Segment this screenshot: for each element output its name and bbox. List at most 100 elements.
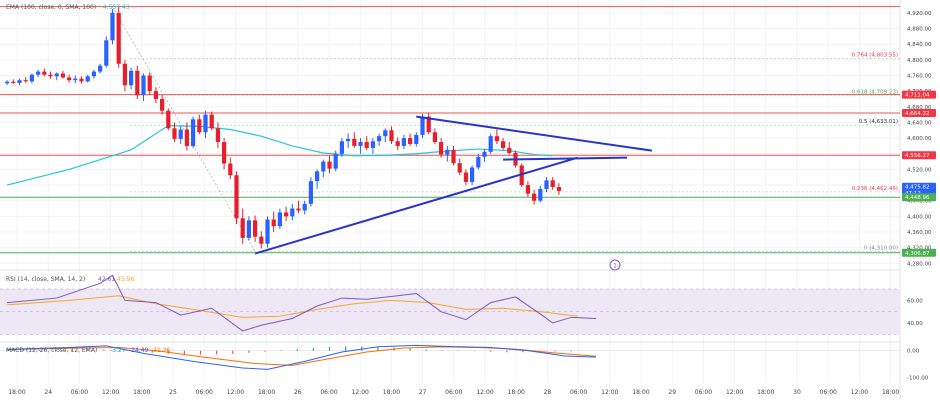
candle[interactable] bbox=[476, 153, 481, 170]
candle[interactable] bbox=[36, 69, 41, 78]
candle[interactable] bbox=[98, 63, 103, 74]
candle[interactable] bbox=[48, 71, 53, 79]
candle[interactable] bbox=[339, 138, 344, 157]
candle[interactable] bbox=[550, 177, 555, 190]
candle[interactable] bbox=[296, 200, 301, 214]
macd-line[interactable] bbox=[7, 344, 597, 370]
candle[interactable] bbox=[11, 79, 16, 85]
candle[interactable] bbox=[178, 126, 183, 144]
candle[interactable] bbox=[507, 142, 512, 155]
price-axis[interactable]: 4,280.00 4,320.00 4,360.00 4,400.00 4,440.00… bbox=[902, 11, 936, 381]
candle[interactable] bbox=[265, 216, 270, 248]
candle[interactable] bbox=[352, 132, 357, 148]
time-axis[interactable]: 18:00 24 06:00 12:00 18:00 25 06:00 12:00 18:00 2… bbox=[8, 389, 899, 396]
trendline[interactable] bbox=[503, 156, 628, 161]
candle[interactable] bbox=[432, 128, 437, 144]
candle[interactable] bbox=[358, 138, 363, 154]
candle[interactable] bbox=[470, 165, 475, 186]
candle[interactable] bbox=[457, 158, 462, 176]
candle[interactable] bbox=[110, 8, 115, 45]
candle[interactable] bbox=[135, 65, 140, 99]
candle[interactable] bbox=[172, 122, 177, 143]
candle[interactable] bbox=[389, 126, 394, 144]
candle[interactable] bbox=[116, 7, 121, 68]
ema-legend[interactable]: EMA (100, close, 0, SMA, 100) 4,557.43 bbox=[6, 4, 130, 11]
candle[interactable] bbox=[327, 155, 332, 174]
candle[interactable] bbox=[253, 215, 258, 242]
candle[interactable] bbox=[104, 36, 109, 68]
candle[interactable] bbox=[209, 111, 214, 131]
candle[interactable] bbox=[401, 134, 406, 150]
scroll-to-realtime-icon[interactable]: 1 bbox=[609, 259, 621, 271]
candle[interactable] bbox=[166, 108, 171, 131]
candle[interactable] bbox=[23, 77, 28, 83]
candle[interactable] bbox=[240, 208, 245, 244]
candle[interactable] bbox=[85, 74, 90, 83]
candle[interactable] bbox=[79, 76, 84, 84]
candle[interactable] bbox=[414, 132, 419, 147]
rsi-sma-line[interactable] bbox=[7, 295, 578, 318]
candle[interactable] bbox=[277, 208, 282, 229]
candle[interactable] bbox=[234, 171, 239, 225]
candle[interactable] bbox=[488, 133, 493, 154]
trendline[interactable] bbox=[254, 156, 578, 255]
candle[interactable] bbox=[525, 181, 530, 197]
candle[interactable] bbox=[445, 145, 450, 162]
candle[interactable] bbox=[42, 68, 47, 77]
candle[interactable] bbox=[532, 189, 537, 205]
price-pane[interactable]: 0.764 (4,803.55) 0.618 (4,709.23) 0.5 (4,6… bbox=[0, 6, 900, 255]
candle[interactable] bbox=[494, 129, 499, 144]
candle[interactable] bbox=[290, 203, 295, 221]
candle[interactable] bbox=[271, 211, 276, 233]
candle[interactable] bbox=[482, 149, 487, 162]
candle[interactable] bbox=[346, 133, 351, 148]
rsi-pane[interactable] bbox=[0, 274, 900, 335]
price-badge[interactable]: 4,711.04 bbox=[902, 90, 936, 99]
candle[interactable] bbox=[246, 216, 251, 241]
candle[interactable] bbox=[308, 177, 313, 207]
rsi-legend[interactable]: RSI (14, close, SMA, 14, 2) 42.61 45.96 bbox=[6, 276, 134, 283]
candle[interactable] bbox=[377, 133, 382, 146]
candle[interactable] bbox=[284, 206, 289, 222]
candle[interactable] bbox=[153, 87, 158, 103]
macd-pane[interactable] bbox=[0, 344, 900, 370]
candle[interactable] bbox=[395, 137, 400, 150]
candle[interactable] bbox=[321, 159, 326, 178]
candle[interactable] bbox=[197, 114, 202, 135]
candle[interactable] bbox=[129, 67, 134, 90]
candle[interactable] bbox=[17, 78, 22, 86]
macd-legend[interactable]: MACD (12, 26, close, 12, EMA) -3.27 -24.… bbox=[6, 347, 171, 354]
candle[interactable] bbox=[203, 110, 208, 139]
candle[interactable] bbox=[5, 80, 10, 85]
candle[interactable] bbox=[73, 75, 78, 84]
candle[interactable] bbox=[333, 150, 338, 172]
candle[interactable] bbox=[122, 59, 127, 92]
candle[interactable] bbox=[451, 145, 456, 166]
candle[interactable] bbox=[315, 169, 320, 189]
candle[interactable] bbox=[222, 138, 227, 170]
candle[interactable] bbox=[67, 74, 72, 83]
rsi-line[interactable] bbox=[7, 274, 597, 332]
candle[interactable] bbox=[501, 138, 506, 150]
candle[interactable] bbox=[439, 138, 444, 158]
candle[interactable] bbox=[426, 112, 431, 135]
candle[interactable] bbox=[228, 157, 233, 180]
candle[interactable] bbox=[147, 72, 152, 96]
price-badge[interactable]: 4,664.22 bbox=[902, 108, 936, 117]
trendline[interactable] bbox=[416, 115, 653, 152]
candle[interactable] bbox=[556, 183, 561, 195]
candle[interactable] bbox=[215, 122, 220, 148]
candle[interactable] bbox=[463, 169, 468, 186]
candle[interactable] bbox=[191, 116, 196, 148]
price-badge[interactable]: 4,306.87 bbox=[902, 248, 936, 257]
candle[interactable] bbox=[544, 177, 549, 193]
candle[interactable] bbox=[383, 128, 388, 143]
candle[interactable] bbox=[160, 95, 165, 115]
candle[interactable] bbox=[29, 73, 34, 84]
candle[interactable] bbox=[91, 69, 96, 79]
candle[interactable] bbox=[60, 70, 65, 79]
candle[interactable] bbox=[370, 138, 375, 154]
candle[interactable] bbox=[538, 185, 543, 203]
candle[interactable] bbox=[54, 72, 59, 81]
